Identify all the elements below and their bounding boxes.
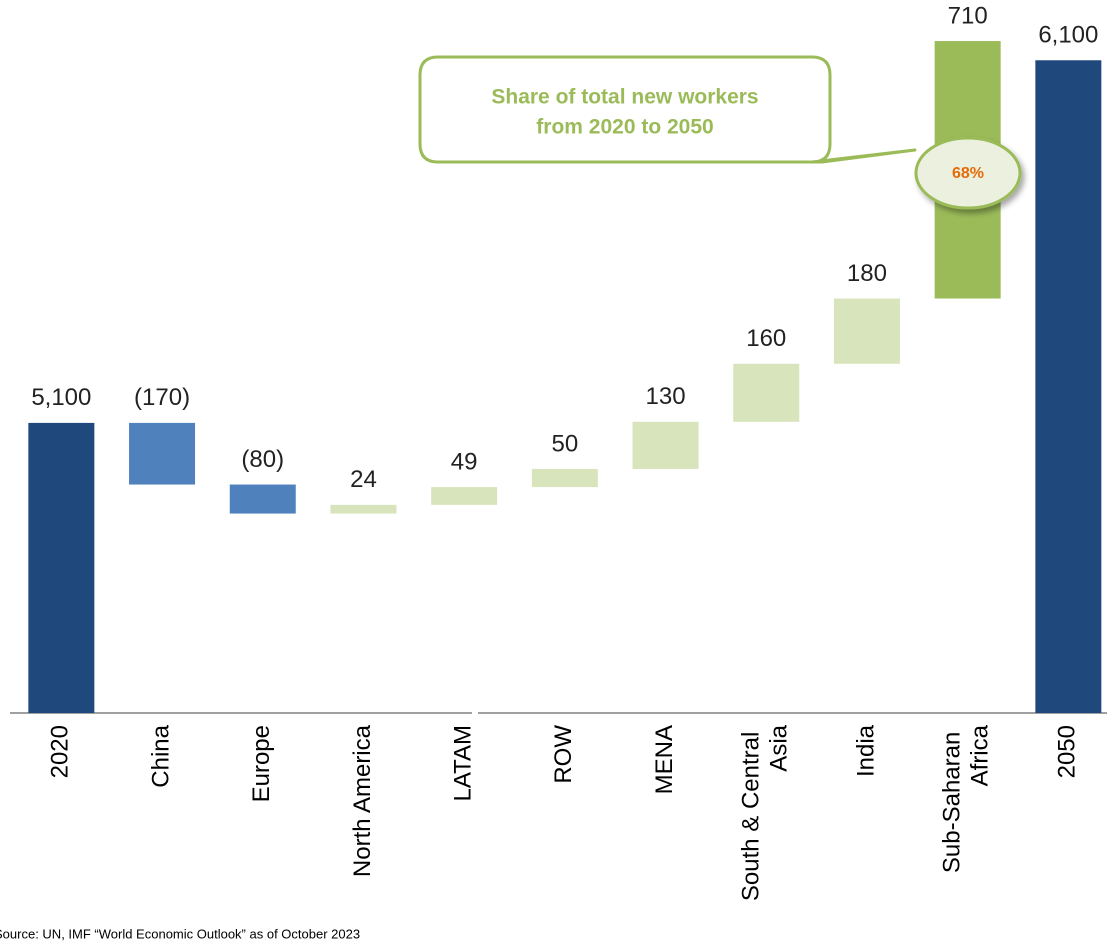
callout-text: Share of total new workers — [491, 86, 758, 109]
x-tick-label: Sub-Saharan Africa — [939, 724, 994, 873]
x-tick-label: 2020 — [47, 725, 74, 778]
value-label: 5,100 — [31, 384, 91, 411]
bar — [229, 484, 296, 514]
bar — [1035, 60, 1102, 713]
share-label: 68% — [952, 165, 984, 182]
x-tick-label: South & Central Asia — [738, 724, 793, 901]
x-tick-label: India — [852, 724, 879, 777]
bar — [28, 422, 95, 713]
value-label: (80) — [241, 446, 284, 473]
bar — [431, 487, 498, 505]
x-tick-label-line: Sub-Saharan — [939, 725, 966, 873]
value-label: 160 — [746, 325, 786, 352]
x-tick-label: North America — [349, 724, 376, 877]
value-label: 50 — [551, 430, 578, 457]
source-note: Source: UN, IMF “World Economic Outlook”… — [0, 926, 360, 941]
value-label: 6,100 — [1038, 22, 1098, 49]
bar — [733, 363, 800, 422]
share-bubble — [914, 136, 1022, 210]
value-label: 24 — [350, 466, 377, 493]
bar — [129, 422, 196, 485]
value-label: 180 — [847, 260, 887, 287]
x-tick-label: MENA — [651, 725, 678, 794]
value-label: 130 — [646, 383, 686, 410]
bar — [531, 468, 598, 488]
value-label: (170) — [134, 384, 190, 411]
bar — [632, 421, 699, 469]
x-tick-label-line: Africa — [967, 724, 994, 786]
callout-box — [418, 55, 917, 164]
value-label: 710 — [948, 2, 988, 29]
x-tick-label-line: Asia — [766, 724, 793, 771]
x-tick-label: ROW — [550, 725, 577, 784]
x-tick-label: Europe — [248, 725, 275, 802]
callout: Share of total new workers from 2020 to … — [418, 55, 917, 164]
x-tick-label: LATAM — [449, 725, 476, 801]
value-label: 49 — [451, 448, 478, 475]
bar — [330, 504, 397, 514]
bar — [833, 298, 900, 364]
x-tick-label: China — [147, 724, 174, 787]
x-tick-label: 2050 — [1054, 725, 1081, 778]
x-tick-label-line: South & Central — [738, 725, 765, 901]
callout-text: from 2020 to 2050 — [536, 116, 713, 139]
